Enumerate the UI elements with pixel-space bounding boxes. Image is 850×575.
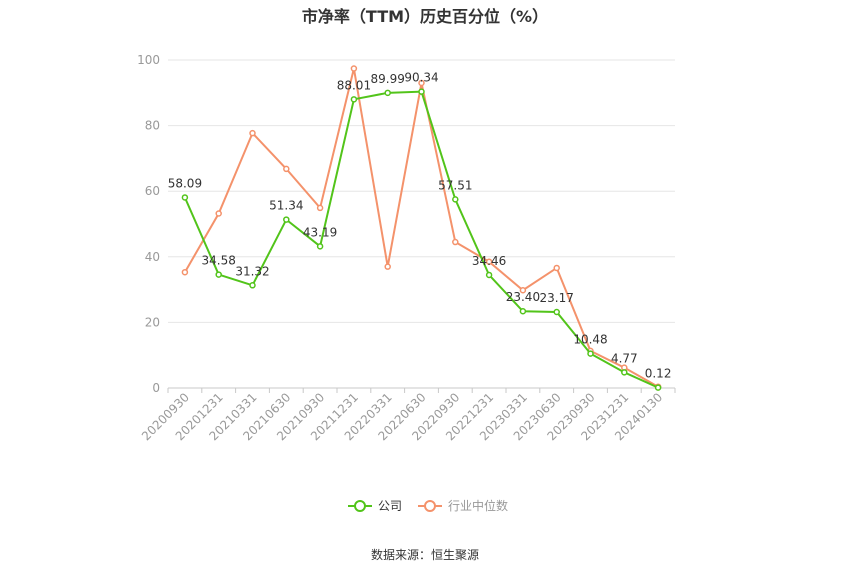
data-point: [553, 308, 560, 316]
data-point: [316, 204, 324, 212]
data-label: 51.34: [269, 199, 303, 213]
data-point: [384, 263, 391, 270]
legend-label: 行业中位数: [448, 498, 508, 513]
data-label: 58.09: [168, 176, 202, 190]
data-label: 4.77: [611, 351, 638, 365]
data-point: [587, 350, 594, 357]
data-label: 34.46: [472, 254, 506, 268]
data-label: 57.51: [438, 178, 472, 192]
data-label: 23.40: [506, 290, 540, 304]
y-tick-label: 0: [152, 381, 160, 395]
data-point: [181, 268, 189, 276]
data-point: [384, 89, 391, 97]
data-point: [452, 196, 459, 203]
data-point: [519, 307, 527, 315]
data-point: [283, 216, 290, 223]
y-tick-label: 20: [145, 315, 160, 329]
data-label: 34.58: [202, 254, 236, 268]
y-tick-label: 40: [145, 250, 160, 264]
data-point: [249, 129, 256, 137]
data-label: 0.12: [645, 367, 672, 381]
data-point: [519, 287, 527, 294]
data-label: 43.19: [303, 225, 337, 239]
legend-item: 行业中位数: [418, 498, 508, 513]
data-point: [485, 271, 493, 279]
data-label: 89.99: [371, 72, 405, 86]
legend-marker: [424, 500, 436, 512]
data-point: [350, 96, 358, 103]
data-point: [249, 282, 256, 289]
data-point: [485, 258, 493, 265]
source-note: 数据来源：恒生聚源: [370, 548, 479, 562]
data-point: [316, 243, 324, 250]
data-point: [181, 194, 189, 201]
data-label: 23.17: [540, 291, 574, 305]
data-point: [350, 65, 358, 72]
data-point: [215, 271, 222, 278]
legend-item: 公司: [348, 499, 402, 513]
legend-marker: [354, 500, 366, 512]
data-point: [621, 369, 628, 376]
y-tick-label: 100: [137, 53, 160, 67]
data-label: 90.34: [404, 71, 438, 85]
legend: 公司 行业中位数: [348, 498, 508, 513]
y-tick-label: 60: [145, 184, 160, 198]
data-point: [654, 384, 662, 391]
legend-label: 公司: [378, 499, 402, 513]
data-point: [283, 165, 290, 173]
data-point: [553, 264, 560, 272]
chart-title: 市净率（TTM）历史百分位（%）: [301, 7, 549, 26]
data-label: 10.48: [573, 333, 607, 347]
data-point: [418, 88, 425, 95]
y-tick-label: 80: [145, 119, 160, 133]
data-label: 31.32: [235, 264, 269, 278]
data-label: 88.01: [337, 78, 371, 92]
data-point: [418, 79, 425, 87]
data-point: [452, 238, 459, 246]
data-point: [215, 210, 222, 217]
